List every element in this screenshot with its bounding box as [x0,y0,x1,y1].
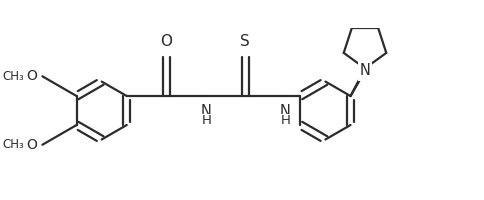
Text: CH₃: CH₃ [2,138,24,151]
Text: N: N [360,63,370,78]
Text: H: H [201,114,212,127]
Text: H: H [280,114,290,127]
Text: N: N [201,104,212,119]
Text: O: O [160,34,172,49]
Text: S: S [241,34,250,49]
Text: CH₃: CH₃ [2,70,24,83]
Text: O: O [26,138,37,152]
Text: N: N [280,104,291,119]
Text: O: O [26,69,37,83]
